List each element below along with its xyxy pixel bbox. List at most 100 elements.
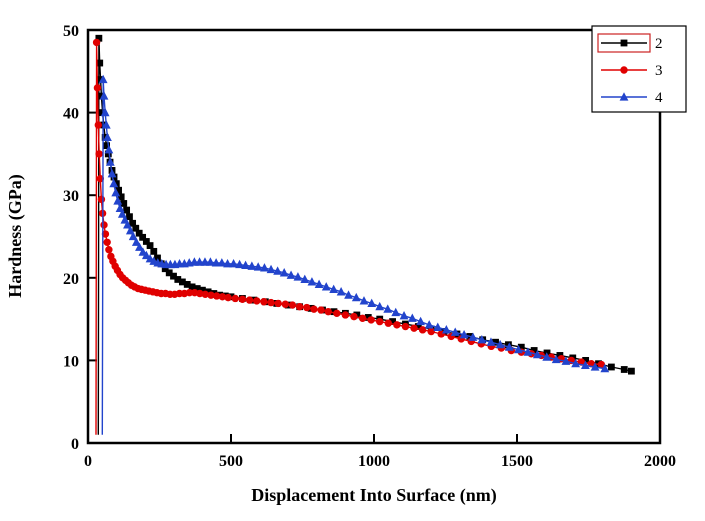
x-tick-label: 0 — [84, 453, 92, 470]
y-tick-label: 10 — [63, 353, 79, 370]
series-3-marker — [101, 230, 110, 238]
series-4-marker — [293, 272, 303, 281]
series-3-marker — [93, 84, 102, 92]
series-4-marker — [241, 260, 250, 270]
series-2-line — [97, 38, 632, 435]
series-4-marker — [329, 284, 339, 293]
series-3-marker — [317, 306, 325, 314]
series-4-marker — [367, 298, 377, 308]
series-4-marker — [600, 363, 610, 373]
series-2-marker — [98, 92, 105, 100]
series-3-marker — [324, 307, 332, 316]
series-4-marker — [336, 287, 346, 296]
y-tick-label: 20 — [63, 271, 79, 288]
series-3-marker — [358, 314, 367, 322]
y-axis-title: Hardness (GPa) — [5, 174, 26, 298]
series-4-marker — [111, 187, 121, 197]
series-4-marker — [441, 325, 451, 334]
series-3-marker — [185, 288, 194, 297]
series-3-marker — [92, 38, 101, 47]
plot-frame — [86, 28, 662, 445]
series-3-marker — [427, 327, 435, 336]
series-4-marker — [407, 313, 417, 322]
series-4-marker — [253, 262, 263, 271]
series-3-marker — [376, 317, 384, 326]
series-3-marker — [196, 289, 204, 298]
series-4-marker — [590, 362, 600, 371]
series-4-marker — [459, 329, 469, 339]
series-3-marker — [231, 294, 239, 303]
series-4-marker — [273, 266, 283, 275]
series-4-marker — [300, 274, 310, 284]
series-2-marker — [104, 150, 112, 158]
series-3-marker — [105, 246, 113, 254]
series-4-marker — [135, 242, 144, 251]
series-4-marker — [279, 268, 289, 277]
series-2-marker — [150, 247, 158, 255]
series-4-marker — [523, 347, 533, 356]
series-4-marker — [117, 209, 127, 218]
series-2-marker — [178, 278, 186, 286]
series-2-marker — [115, 186, 123, 194]
series-3-marker — [224, 293, 232, 302]
series-4-marker — [123, 220, 132, 229]
series-4-marker — [266, 264, 276, 274]
series-3-marker — [245, 296, 254, 304]
series-2-marker — [129, 219, 137, 227]
series-4-marker — [532, 349, 542, 359]
series-3-marker — [96, 174, 104, 183]
series-4-marker — [383, 304, 393, 313]
series-4-marker — [542, 352, 552, 361]
series-2-marker — [188, 283, 196, 291]
series-3-marker — [310, 305, 318, 313]
series-3-marker — [295, 303, 304, 311]
series-2-marker — [97, 76, 104, 83]
series-4-marker — [450, 327, 460, 336]
series-4-marker — [504, 342, 514, 351]
series-4-marker — [468, 332, 478, 341]
series-2-marker — [204, 288, 212, 296]
series-4-marker — [105, 157, 115, 166]
series-2-marker — [492, 338, 499, 346]
legend-marker-3 — [620, 66, 628, 74]
series-4-marker — [416, 316, 426, 326]
series-2-marker — [161, 265, 169, 273]
series-4-marker — [217, 258, 227, 267]
series-2-marker — [364, 314, 372, 321]
series-4-marker — [399, 310, 409, 320]
series-2-marker — [139, 233, 147, 241]
series-2-marker — [120, 200, 128, 207]
series-4-marker — [100, 107, 110, 117]
legend-highlight — [597, 33, 651, 53]
series-4-marker — [477, 334, 487, 344]
series-3-marker — [367, 316, 375, 324]
series-4-marker — [128, 231, 138, 241]
x-tick-label: 2000 — [644, 453, 676, 470]
series-2-marker — [95, 34, 103, 42]
series-4-marker — [571, 358, 581, 368]
series-4-marker — [286, 270, 296, 279]
series-3-marker — [401, 322, 410, 331]
series-3-marker — [213, 292, 221, 300]
series-3-marker — [418, 326, 427, 334]
series-3-marker — [384, 319, 392, 327]
series-4-marker — [424, 320, 434, 329]
series-4-marker — [107, 168, 117, 178]
series-4-line — [101, 79, 605, 435]
series-2-marker — [530, 347, 538, 354]
y-tick-label: 40 — [63, 106, 79, 123]
series-2-marker — [174, 276, 182, 283]
series-4-marker — [131, 237, 141, 246]
series-3-marker — [333, 309, 341, 318]
series-3-marker — [274, 299, 282, 308]
series-4-marker — [260, 263, 269, 272]
y-tick-label: 30 — [63, 188, 79, 205]
series-2-marker — [146, 242, 154, 249]
series-2-marker — [117, 193, 125, 201]
series-2-marker — [142, 238, 150, 245]
series-4-marker — [551, 354, 561, 364]
legend-label-4: 4 — [655, 90, 663, 106]
y-tick-label: 0 — [71, 436, 79, 453]
series-3-marker — [410, 324, 418, 332]
series-2-marker — [193, 285, 201, 292]
